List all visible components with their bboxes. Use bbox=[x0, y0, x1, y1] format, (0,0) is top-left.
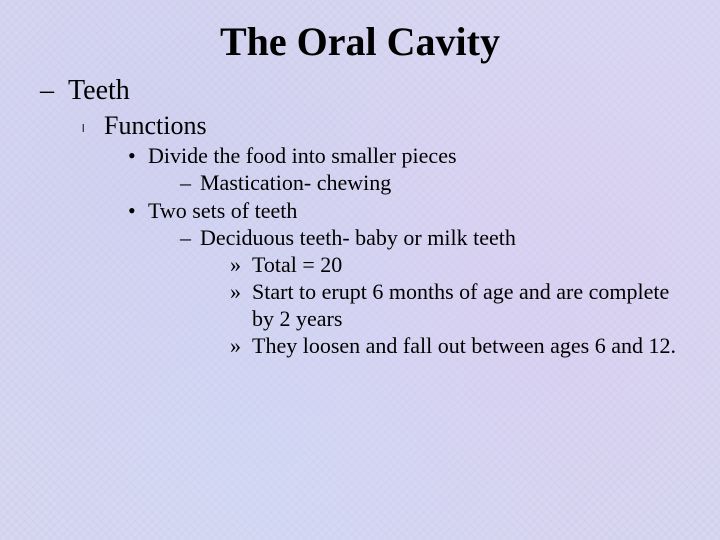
bullet-lvl5: Start to erupt 6 months of age and are c… bbox=[230, 279, 680, 332]
bullet-lvl3: Divide the food into smaller pieces bbox=[128, 143, 680, 169]
heading-lvl1: Teeth bbox=[40, 75, 680, 107]
bullet-lvl4: Mastication- chewing bbox=[180, 170, 680, 196]
bullet-lvl5: They loosen and fall out between ages 6 … bbox=[230, 333, 680, 359]
slide: The Oral Cavity Teeth Functions Divide t… bbox=[0, 0, 720, 540]
heading-lvl2: Functions bbox=[78, 111, 680, 141]
bullet-lvl3: Two sets of teeth bbox=[128, 198, 680, 224]
bullet-lvl4: Deciduous teeth- baby or milk teeth bbox=[180, 225, 680, 251]
bullet-lvl5: Total = 20 bbox=[230, 252, 680, 278]
slide-title: The Oral Cavity bbox=[40, 18, 680, 65]
